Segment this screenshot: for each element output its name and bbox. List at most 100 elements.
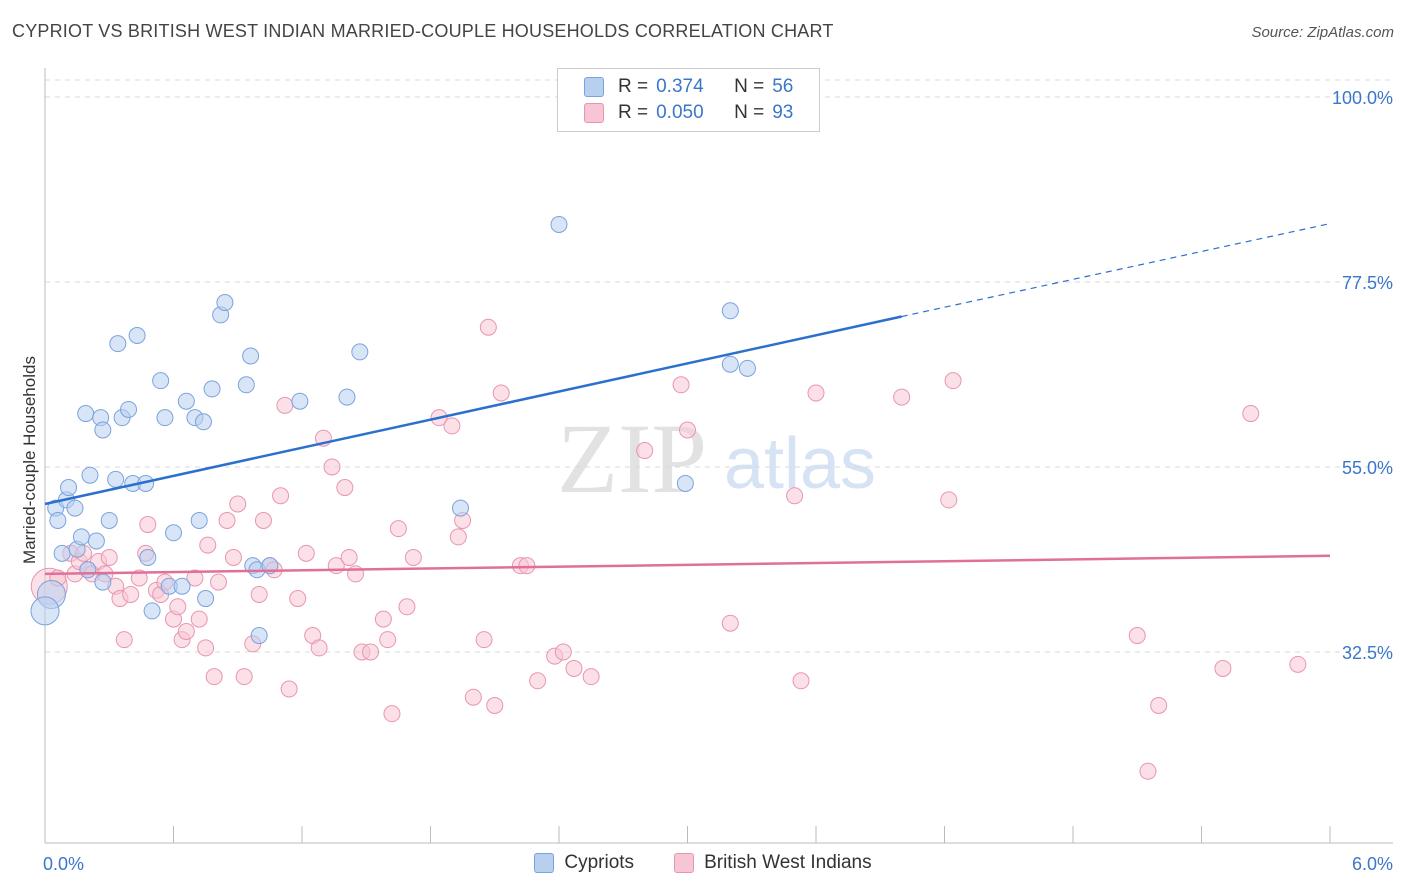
- cypriots-point: [194, 413, 212, 431]
- cypriots-point: [49, 511, 67, 529]
- legend-r-label: R =: [618, 76, 649, 97]
- cypriots-point: [128, 326, 146, 344]
- british-west-indians-point: [807, 384, 825, 402]
- british-west-indians-point: [1150, 696, 1168, 714]
- legend-label-cypriots: Cypriots: [564, 852, 635, 873]
- legend-swatch-pink: [584, 103, 604, 123]
- cypriots-point: [81, 466, 99, 484]
- british-west-indians-point: [340, 548, 358, 566]
- british-west-indians-point: [792, 672, 810, 690]
- british-west-indians-point: [130, 569, 148, 587]
- cypriots-point: [550, 215, 568, 233]
- cypriots-point: [250, 627, 268, 645]
- cypriots-point: [66, 499, 84, 517]
- watermark-zip: ZIP: [557, 403, 707, 514]
- british-west-indians-point: [398, 598, 416, 616]
- cypriots-point: [190, 511, 208, 529]
- cypriots-point: [94, 573, 112, 591]
- cypriots-point: [143, 602, 161, 620]
- british-west-indians-point: [235, 668, 253, 686]
- british-west-indians-point: [379, 631, 397, 649]
- axes: [44, 68, 1393, 844]
- british-west-indians-point: [464, 688, 482, 706]
- cypriots-point: [72, 528, 90, 546]
- british-west-indians-point: [554, 643, 572, 661]
- british-west-indians-point: [529, 672, 547, 690]
- x-tick-labels: 0.0% 6.0%: [43, 854, 1393, 874]
- legend-row-british-west-indians: R = 0.050 N = 93: [584, 101, 793, 125]
- cypriots-point: [291, 392, 309, 410]
- british-west-indians-point: [190, 610, 208, 628]
- british-west-indians-point: [280, 680, 298, 698]
- legend-n-value: 93: [772, 102, 794, 123]
- cypriots-point: [156, 409, 174, 427]
- cypriots-point: [100, 511, 118, 529]
- british-west-indians-point: [492, 384, 510, 402]
- british-west-indians-point: [944, 372, 962, 390]
- cypriots-point: [30, 596, 60, 626]
- cypriots-trend-extension: [901, 223, 1331, 318]
- x-tick-label-min: 0.0%: [43, 854, 84, 874]
- british-west-indians-point: [323, 458, 341, 476]
- british-west-indians-point: [139, 516, 157, 534]
- british-west-indians-point: [336, 479, 354, 497]
- y-tick-label: 32.5%: [1342, 643, 1393, 663]
- chart-title: CYPRIOT VS BRITISH WEST INDIAN MARRIED-C…: [12, 21, 834, 41]
- cypriots-point: [451, 499, 469, 517]
- cypriots-trend-line: [44, 315, 902, 506]
- british-west-indians-point: [443, 417, 461, 435]
- legend-item-cypriots: Cypriots: [534, 852, 634, 874]
- british-west-indians-point: [362, 643, 380, 661]
- british-west-indians-point: [1214, 659, 1232, 677]
- cypriots-point: [216, 294, 234, 312]
- british-west-indians-point: [1289, 655, 1307, 673]
- legend-swatch-pink: [674, 853, 695, 873]
- british-west-indians-point: [209, 573, 227, 591]
- british-west-indians-point: [404, 548, 422, 566]
- british-west-indians-trend-line: [44, 554, 1331, 576]
- watermark: ZIP atlas: [557, 403, 876, 514]
- cypriots-point: [738, 359, 756, 377]
- british-west-indians-point: [199, 536, 217, 554]
- trend-lines: [44, 223, 1331, 576]
- legend-r-label: R =: [618, 102, 649, 123]
- british-west-indians-point: [486, 696, 504, 714]
- british-west-indians-point: [122, 585, 140, 603]
- british-west-indians-point: [940, 491, 958, 509]
- cypriots-point: [87, 532, 105, 550]
- y-tick-label: 100.0%: [1332, 88, 1393, 108]
- british-west-indians-point: [169, 598, 187, 616]
- cypriots-point: [173, 577, 191, 595]
- cypriots-point: [242, 347, 260, 365]
- cypriots-point: [203, 380, 221, 398]
- cypriots-point: [94, 421, 112, 439]
- british-west-indians-point: [276, 396, 294, 414]
- legend-r-value: 0.374: [656, 76, 704, 97]
- cypriots-point: [721, 302, 739, 320]
- legend-n-value: 56: [772, 76, 794, 97]
- legend-row-cypriots: R = 0.374 N = 56: [584, 75, 793, 99]
- correlation-legend: R = 0.374 N = 56 R = 0.050 N = 93: [557, 68, 820, 132]
- british-west-indians-point: [224, 548, 242, 566]
- legend-n-label: N =: [734, 76, 765, 97]
- cypriots-point: [197, 590, 215, 608]
- british-west-indians-point: [389, 520, 407, 538]
- british-west-indians-point: [297, 544, 315, 562]
- british-west-indians-points: [30, 318, 1307, 780]
- cypriots-point: [351, 343, 369, 361]
- cypriots-point: [152, 372, 170, 390]
- y-tick-label: 55.0%: [1342, 458, 1393, 478]
- legend-n-label: N =: [734, 102, 765, 123]
- legend-r-value: 0.050: [656, 102, 704, 123]
- y-tick-labels: 32.5% 55.0% 77.5% 100.0%: [1332, 88, 1393, 663]
- british-west-indians-point: [679, 421, 696, 439]
- cypriots-point: [165, 524, 182, 542]
- legend-item-british-west-indians: British West Indians: [674, 852, 872, 874]
- british-west-indians-point: [218, 511, 236, 529]
- british-west-indians-point: [229, 495, 247, 513]
- legend-label-british-west-indians: British West Indians: [704, 852, 872, 873]
- cypriots-point: [237, 376, 255, 394]
- british-west-indians-point: [479, 318, 497, 336]
- british-west-indians-point: [786, 487, 804, 505]
